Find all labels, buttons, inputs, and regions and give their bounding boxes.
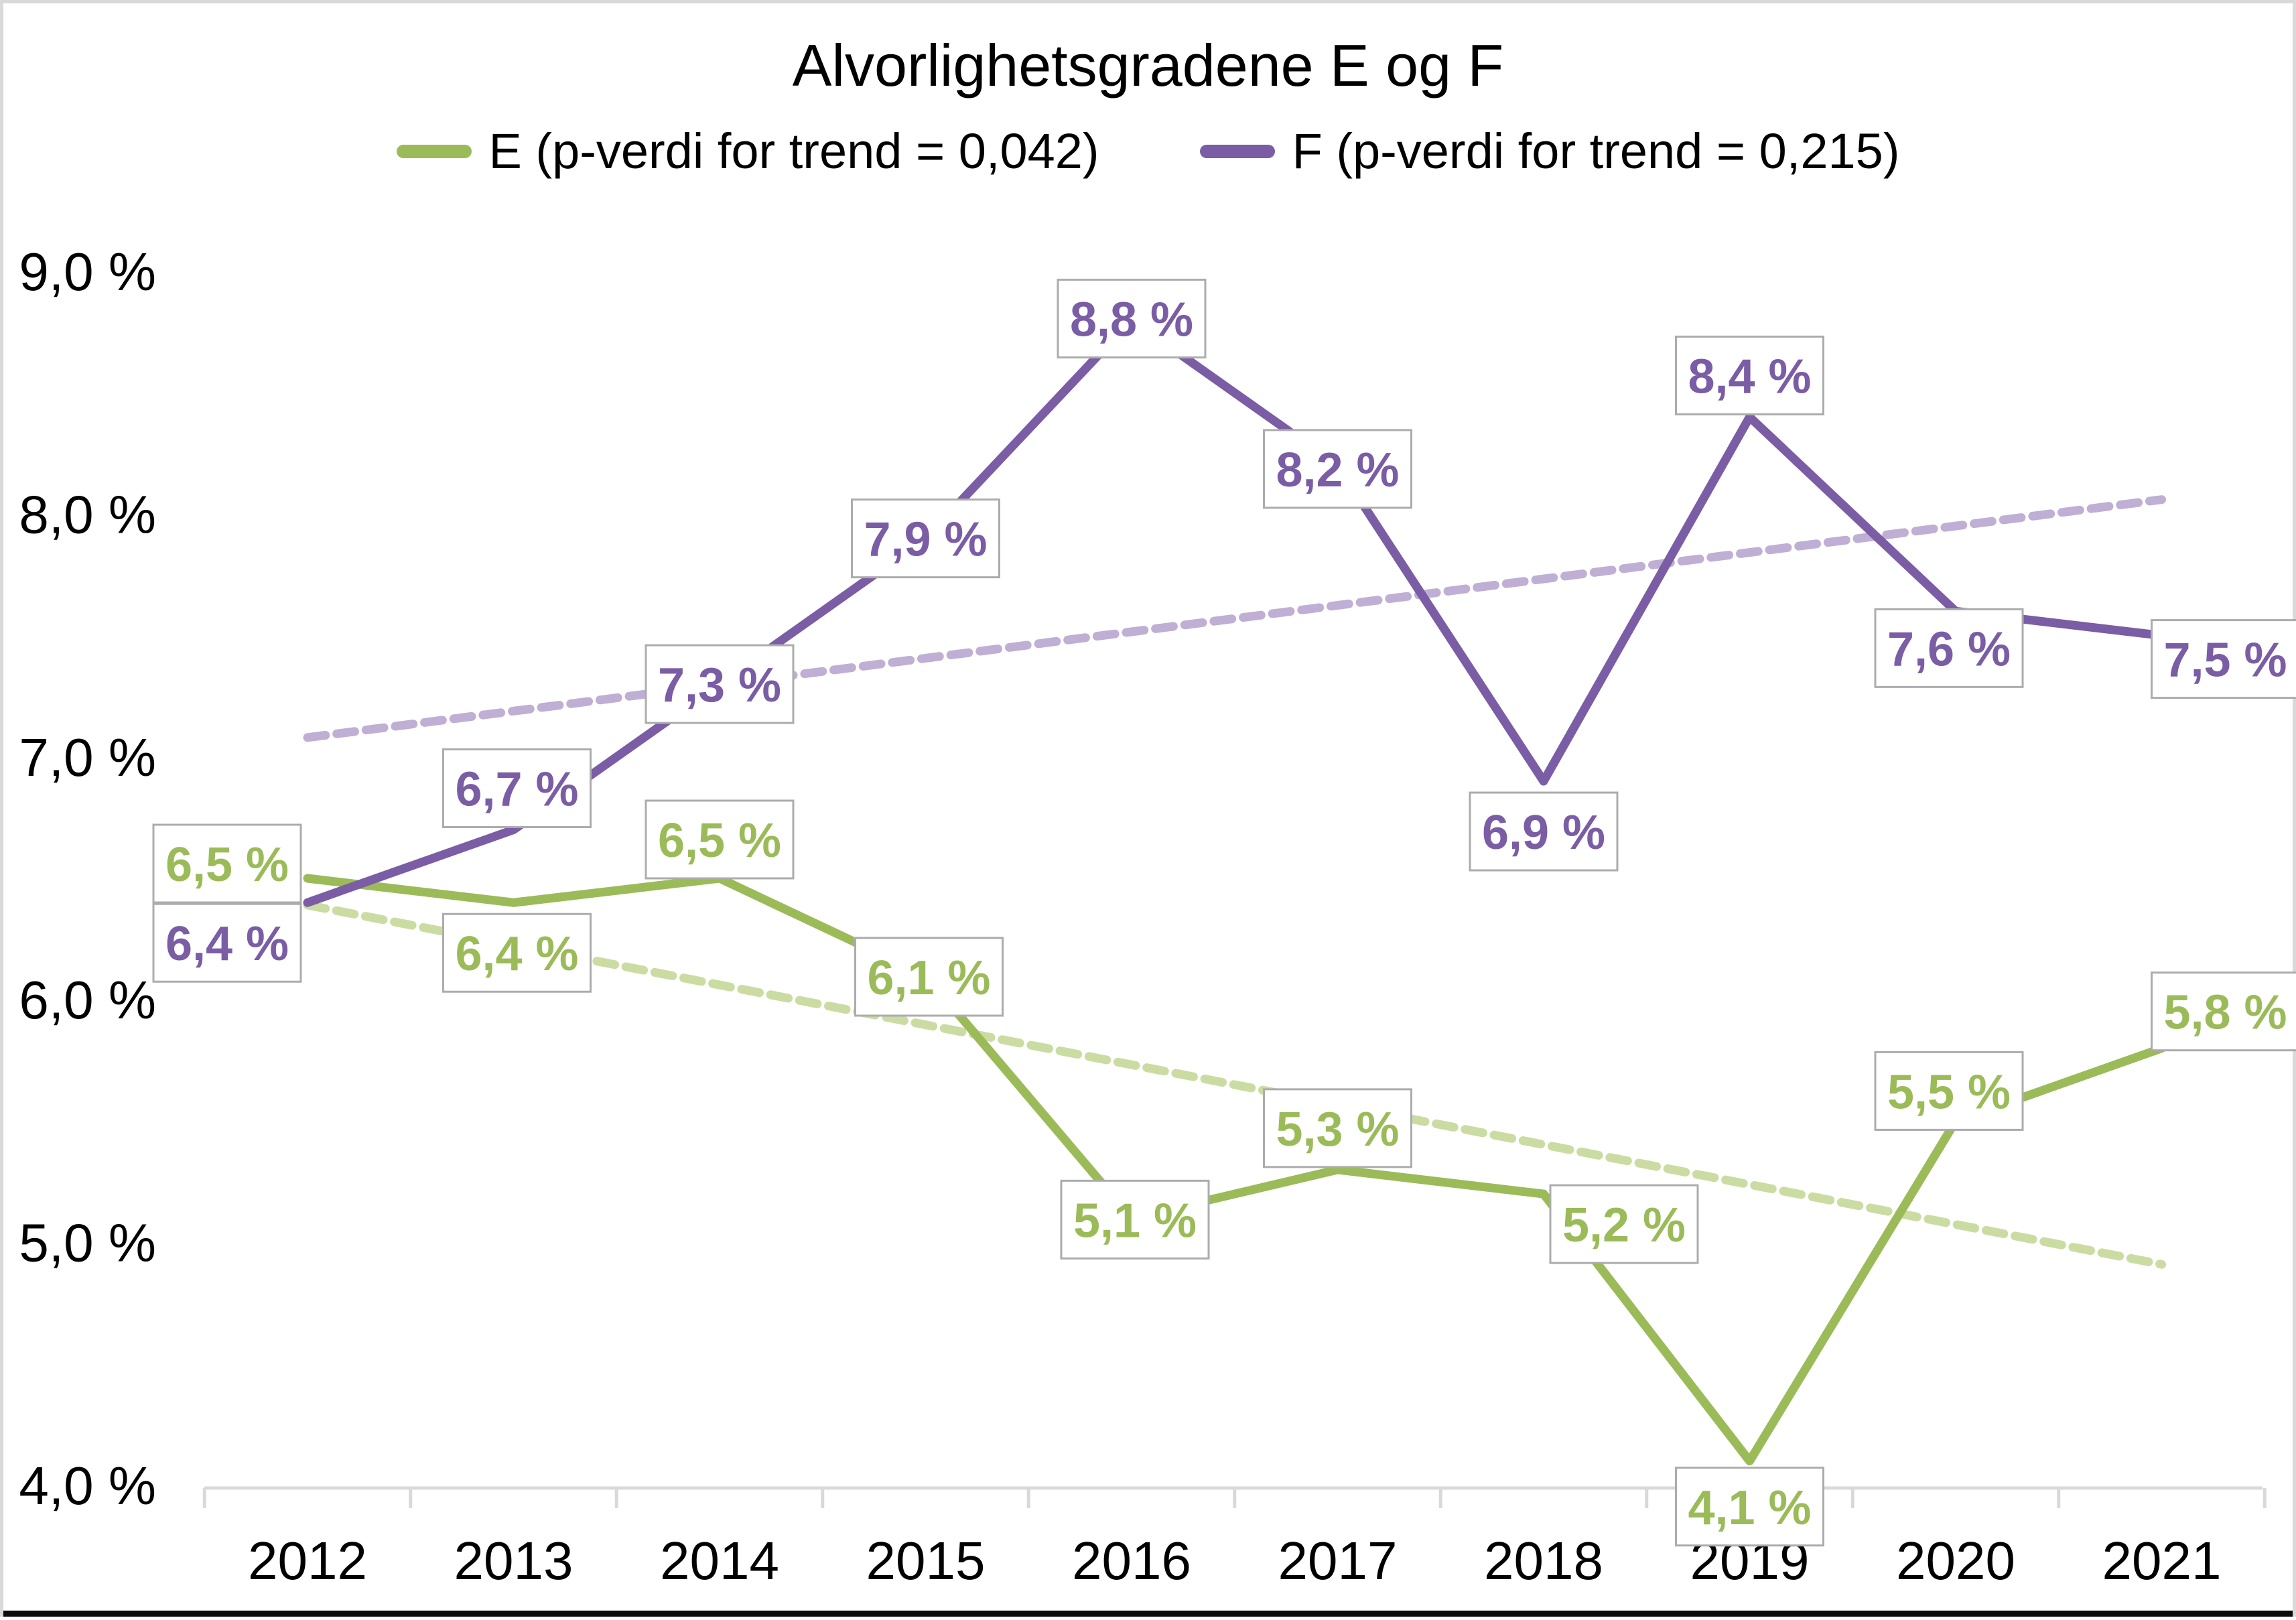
data-label-f-2014: 7,3 % <box>658 659 781 712</box>
chart-title: Alvorlighetsgradene E og F <box>3 31 2293 100</box>
data-label-e-2014: 6,5 % <box>658 814 781 868</box>
data-label-e-2020: 5,5 % <box>1887 1065 2011 1119</box>
x-axis-year-label: 2020 <box>1896 1531 2015 1591</box>
data-label-e-2015: 6,1 % <box>867 951 990 1005</box>
data-label-f-2018: 6,9 % <box>1482 806 1605 860</box>
x-axis-year-label: 2012 <box>248 1531 367 1591</box>
data-label-e-2019: 4,1 % <box>1688 1481 1811 1535</box>
data-label-f-2016: 8,8 % <box>1070 293 1193 346</box>
x-axis-year-label: 2013 <box>454 1531 573 1591</box>
data-label-e-2012: 6,5 % <box>165 838 289 892</box>
legend-swatch-f <box>1200 145 1275 158</box>
y-axis-tick-label: 6,0 % <box>19 970 156 1030</box>
legend-label-f: F (p-verdi for trend = 0,215) <box>1292 123 1900 180</box>
data-label-f-2015: 7,9 % <box>864 513 987 567</box>
legend-swatch-e <box>397 145 472 158</box>
y-axis-tick-label: 7,0 % <box>19 728 156 787</box>
data-label-e-2018: 5,2 % <box>1562 1199 1686 1252</box>
data-label-e-2013: 6,4 % <box>455 927 578 981</box>
legend: E (p-verdi for trend = 0,042) F (p-verdi… <box>3 123 2293 180</box>
x-axis-year-label: 2021 <box>2102 1531 2222 1591</box>
data-label-e-2021: 5,8 % <box>2163 986 2287 1040</box>
data-label-f-2012: 6,4 % <box>165 917 289 971</box>
x-axis-year-label: 2016 <box>1072 1531 1191 1591</box>
y-axis-tick-label: 5,0 % <box>19 1213 156 1273</box>
data-label-f-2019: 8,4 % <box>1688 350 1811 403</box>
data-label-e-2016: 5,1 % <box>1073 1194 1197 1247</box>
y-axis-tick-label: 9,0 % <box>19 242 156 301</box>
y-axis-tick-label: 4,0 % <box>19 1456 156 1515</box>
legend-label-e: E (p-verdi for trend = 0,042) <box>489 123 1099 180</box>
plot-area: 9,0 % 8,0 % 7,0 % 6,0 % 5,0 % 4,0 % 2012 2013 20… <box>3 3 2293 1617</box>
data-label-f-2020: 7,6 % <box>1887 622 2011 676</box>
x-axis-year-label: 2017 <box>1278 1531 1398 1591</box>
data-label-f-2021: 7,5 % <box>2163 634 2287 687</box>
x-axis-year-label: 2015 <box>866 1531 986 1591</box>
data-label-f-2017: 8,2 % <box>1276 444 1399 497</box>
legend-item-f: F (p-verdi for trend = 0,215) <box>1200 123 1900 180</box>
chart-canvas: 9,0 % 8,0 % 7,0 % 6,0 % 5,0 % 4,0 % 2012 2013 20… <box>3 3 2296 1620</box>
data-label-e-2017: 5,3 % <box>1276 1103 1399 1156</box>
x-axis-year-label: 2014 <box>660 1531 779 1591</box>
data-label-f-2013: 6,7 % <box>455 763 578 817</box>
y-axis-tick-label: 8,0 % <box>19 484 156 544</box>
bottom-edge-bar <box>3 1611 2293 1617</box>
legend-item-e: E (p-verdi for trend = 0,042) <box>397 123 1099 180</box>
x-axis-year-label: 2018 <box>1484 1531 1603 1591</box>
